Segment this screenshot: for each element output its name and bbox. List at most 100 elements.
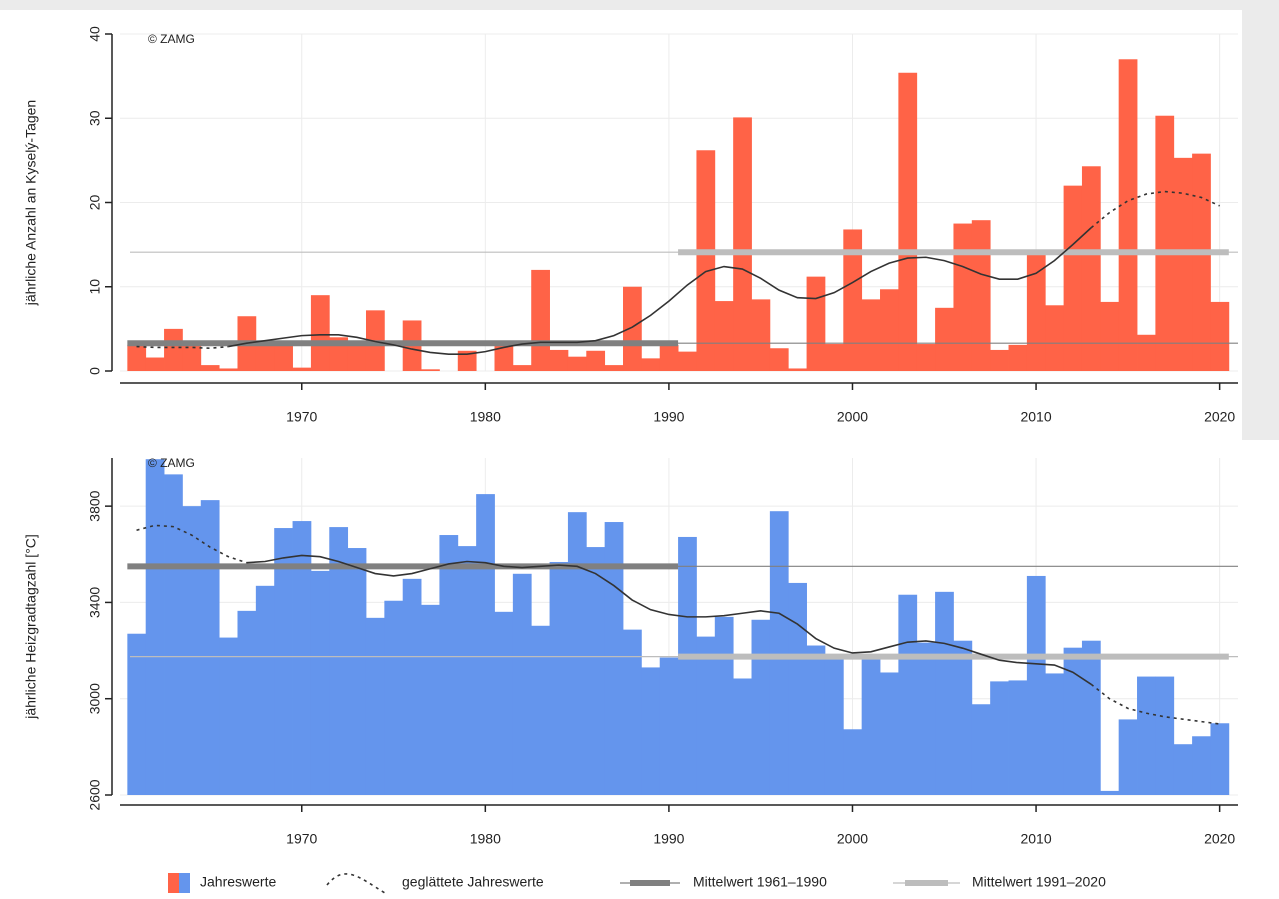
bar xyxy=(182,506,202,795)
y-tick-label: 20 xyxy=(87,195,103,211)
bar xyxy=(567,512,587,795)
x-tick-label: 2000 xyxy=(837,831,868,847)
bar xyxy=(733,678,752,795)
x-tick-label: 2010 xyxy=(1020,409,1051,425)
bar xyxy=(623,629,642,795)
frame-band xyxy=(0,0,1279,10)
bar xyxy=(1026,575,1046,795)
bar xyxy=(1192,153,1211,371)
bar xyxy=(714,301,734,371)
bar xyxy=(604,365,624,371)
bar xyxy=(916,642,936,795)
bar xyxy=(916,344,936,371)
bar xyxy=(898,72,918,371)
x-tick-label: 1990 xyxy=(653,409,684,425)
smoothed-line xyxy=(136,345,229,350)
bar xyxy=(255,340,275,371)
bar xyxy=(421,604,440,795)
bar xyxy=(806,645,826,795)
bar xyxy=(439,535,459,795)
bar xyxy=(769,348,789,371)
bar xyxy=(678,351,697,371)
bar xyxy=(1137,676,1156,795)
bar xyxy=(1118,59,1138,372)
smoothed-line xyxy=(228,227,1092,355)
bar xyxy=(861,299,881,371)
bar xyxy=(1173,157,1193,371)
bar xyxy=(678,536,697,795)
legend-swatch xyxy=(179,873,190,893)
x-tick-label: 1970 xyxy=(286,409,317,425)
x-tick-label: 1980 xyxy=(470,409,501,425)
x-tick-label: 2000 xyxy=(837,409,868,425)
bar xyxy=(274,342,293,371)
bar xyxy=(567,356,587,371)
bar xyxy=(659,344,679,371)
bar xyxy=(145,357,165,371)
bar xyxy=(182,344,202,371)
bar xyxy=(549,349,569,371)
bar xyxy=(237,610,257,795)
bar xyxy=(880,289,899,371)
x-tick-label: 2020 xyxy=(1204,409,1235,425)
bar xyxy=(696,150,716,371)
bar xyxy=(164,328,183,371)
bar xyxy=(1045,673,1064,795)
bar xyxy=(623,286,642,371)
bar xyxy=(219,368,238,371)
bar xyxy=(733,117,752,371)
bar xyxy=(1155,676,1175,795)
bar xyxy=(329,527,349,795)
bar xyxy=(127,344,147,371)
x-tick-label: 2020 xyxy=(1204,831,1235,847)
bar xyxy=(1118,719,1138,795)
bar xyxy=(145,459,165,795)
legend-label: Mittelwert 1991–2020 xyxy=(972,874,1106,890)
bar xyxy=(219,637,238,795)
y-tick-label: 2600 xyxy=(87,779,103,810)
x-tick-label: 1970 xyxy=(286,831,317,847)
legend-swatch xyxy=(326,873,386,894)
bar xyxy=(586,547,606,795)
bar xyxy=(1210,301,1230,371)
bar xyxy=(641,667,661,795)
bar xyxy=(347,548,367,795)
bar xyxy=(292,521,312,795)
bar xyxy=(421,369,440,371)
bar xyxy=(861,657,881,795)
bar xyxy=(255,585,275,795)
bar xyxy=(1008,344,1028,371)
bar xyxy=(1137,334,1156,371)
bar xyxy=(751,619,771,795)
legend-label: geglättete Jahreswerte xyxy=(402,874,544,890)
bar xyxy=(365,617,385,795)
bar xyxy=(1008,680,1028,795)
bar xyxy=(953,640,973,795)
bar xyxy=(935,307,954,371)
y-axis-label: jährliche Heizgradtagzahl [°C] xyxy=(23,534,39,720)
bar xyxy=(1173,744,1193,795)
bar xyxy=(843,729,863,795)
y-axis-label: jährliche Anzahl an Kyselý-Tagen xyxy=(23,100,39,306)
bar xyxy=(1026,254,1046,371)
bar xyxy=(824,657,844,795)
legend-label: Mittelwert 1961–1990 xyxy=(693,874,827,890)
bar xyxy=(310,570,330,795)
bar xyxy=(1192,736,1211,795)
y-tick-label: 0 xyxy=(87,367,103,375)
bar xyxy=(494,611,514,795)
bar xyxy=(164,474,183,795)
bar xyxy=(1081,640,1101,795)
bar xyxy=(347,342,367,371)
x-tick-label: 1990 xyxy=(653,831,684,847)
y-tick-label: 10 xyxy=(87,279,103,295)
bar xyxy=(549,561,569,795)
bar xyxy=(935,591,954,795)
y-tick-label: 3000 xyxy=(87,683,103,714)
y-tick-label: 30 xyxy=(87,110,103,126)
bar xyxy=(843,229,863,371)
bar xyxy=(531,625,550,795)
bar xyxy=(714,616,734,795)
bar xyxy=(604,522,624,795)
